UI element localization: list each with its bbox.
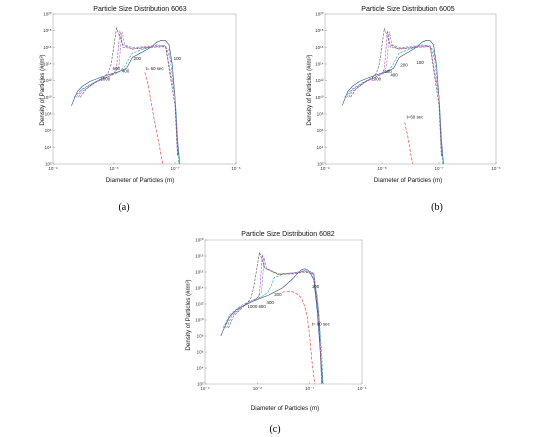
y-tick-label: 10²⁰	[195, 238, 204, 243]
series-annotation: 1000	[100, 77, 110, 82]
y-tick-label: 10²⁰	[315, 12, 324, 17]
panel-label-a: (a)	[118, 202, 129, 213]
series-line-400	[224, 257, 323, 385]
y-tick-label: 10¹⁶	[315, 45, 324, 50]
panel-label-b: (b)	[431, 202, 443, 213]
series-annotation: 400	[390, 73, 398, 78]
y-tick-label: 10¹⁴	[315, 62, 324, 67]
panel-b: Particle Size Distribution 6005 Diameter…	[306, 6, 501, 213]
y-tick-label: 10⁶	[45, 128, 52, 133]
x-tick-label: 10⁻⁷	[170, 166, 179, 171]
y-tick-label: 10⁴	[197, 366, 204, 371]
y-tick-label: 10¹²	[315, 78, 324, 83]
x-axis-label-b: Diameter of Particles (m)	[374, 177, 442, 184]
y-tick-label: 10⁴	[317, 145, 324, 150]
series-annotation: 200	[400, 63, 408, 68]
x-tick-label: 10⁻⁹	[320, 166, 329, 171]
y-tick-label: 10⁸	[317, 112, 324, 117]
series-line-t-60-sec	[282, 290, 315, 385]
y-tick-label: 10²	[317, 162, 324, 167]
series-line-t-60-sec	[404, 122, 414, 165]
series-annotation: 100	[174, 56, 182, 61]
series-annotation: 1000	[371, 77, 381, 82]
y-tick-label: 10⁶	[317, 128, 324, 133]
y-tick-label: 10¹⁶	[43, 45, 52, 50]
panel-c: Particle Size Distribution 6082 Diameter…	[185, 231, 367, 435]
y-tick-label: 10¹²	[43, 78, 52, 83]
series-annotation: 100	[312, 284, 320, 289]
series-annotation: 600	[258, 304, 266, 309]
y-axis-label-a: Density of Particles (#/m³)	[39, 54, 46, 125]
chart-title-b: Particle Size Distribution 6005	[361, 6, 454, 13]
y-tick-label: 10¹⁸	[195, 254, 204, 259]
series-line-1000	[80, 27, 178, 156]
x-tick-label: 10⁻⁸	[253, 386, 262, 391]
x-axis-label-a: Diameter of Particles (m)	[106, 177, 174, 184]
series-annotation: 600	[384, 69, 392, 74]
y-tick-label: 10¹²	[195, 302, 204, 307]
plot-area-c	[204, 239, 363, 385]
series-annotation: 1000	[248, 304, 258, 309]
y-tick-label: 10¹⁶	[195, 270, 204, 275]
x-tick-label: 10⁻⁷	[434, 166, 443, 171]
y-tick-label: 10⁸	[45, 112, 52, 117]
x-tick-label: 10⁻⁷	[305, 386, 314, 391]
series-annotation: 200	[274, 292, 282, 297]
y-tick-label: 10¹⁴	[195, 286, 204, 291]
x-tick-label: 10⁻⁹	[200, 386, 209, 391]
y-tick-label: 10¹⁰	[43, 95, 52, 100]
x-tick-label: 10⁻⁶	[231, 166, 240, 171]
x-tick-label: 10⁻⁶	[357, 386, 366, 391]
y-tick-label: 10²⁰	[43, 12, 52, 17]
series-annotation: 600	[113, 66, 121, 71]
y-axis-label-b: Density of Particles (#/m³)	[306, 54, 313, 125]
panel-a: Particle Size Distribution 6063 Diameter…	[39, 6, 241, 213]
x-tick-label: 10⁻⁸	[109, 166, 118, 171]
plot-area-a	[52, 13, 237, 165]
plot-area-b	[324, 13, 497, 165]
x-tick-label: 10⁻⁶	[491, 166, 500, 171]
x-tick-label: 10⁻⁹	[48, 166, 57, 171]
y-tick-label: 10¹⁰	[315, 95, 324, 100]
series-line-600	[348, 30, 442, 156]
series-annotation: 100	[416, 60, 424, 65]
series-line-t-60-sec	[144, 72, 164, 165]
y-axis-label-c: Density of Particles (#/m³)	[185, 279, 192, 350]
y-tick-label: 10¹⁸	[315, 28, 324, 33]
series-line-200	[73, 44, 179, 165]
series-annotation: t= 60 sec	[312, 322, 331, 327]
series-line-100	[341, 39, 444, 165]
y-tick-label: 10²	[45, 162, 52, 167]
x-tick-label: 10⁻⁸	[377, 166, 386, 171]
series-annotation: 400	[267, 300, 275, 305]
series-annotation: t= 60 sec	[146, 66, 165, 71]
y-tick-label: 10¹⁰	[195, 318, 204, 323]
y-tick-label: 10¹⁴	[43, 62, 52, 67]
y-tick-label: 10⁸	[197, 334, 204, 339]
y-tick-label: 10¹⁸	[43, 28, 52, 33]
y-tick-label: 10⁴	[45, 145, 52, 150]
chart-title-c: Particle Size Distribution 6082	[241, 231, 334, 238]
series-annotation: 400	[122, 68, 130, 73]
series-line-600	[78, 30, 178, 156]
series-line-100	[220, 268, 324, 385]
panel-label-c: (c)	[269, 424, 280, 435]
series-line-1000	[228, 252, 322, 385]
series-line-100	[71, 39, 181, 165]
series-annotation: t=60 sec	[407, 114, 425, 119]
y-tick-label: 10²	[197, 382, 204, 387]
x-axis-label-c: Diameter of Particles (m)	[251, 405, 319, 412]
y-tick-label: 10⁶	[197, 350, 204, 355]
series-annotation: 200	[134, 56, 142, 61]
series-line-1000	[350, 28, 442, 156]
chart-title-a: Particle Size Distribution 6063	[93, 6, 186, 13]
